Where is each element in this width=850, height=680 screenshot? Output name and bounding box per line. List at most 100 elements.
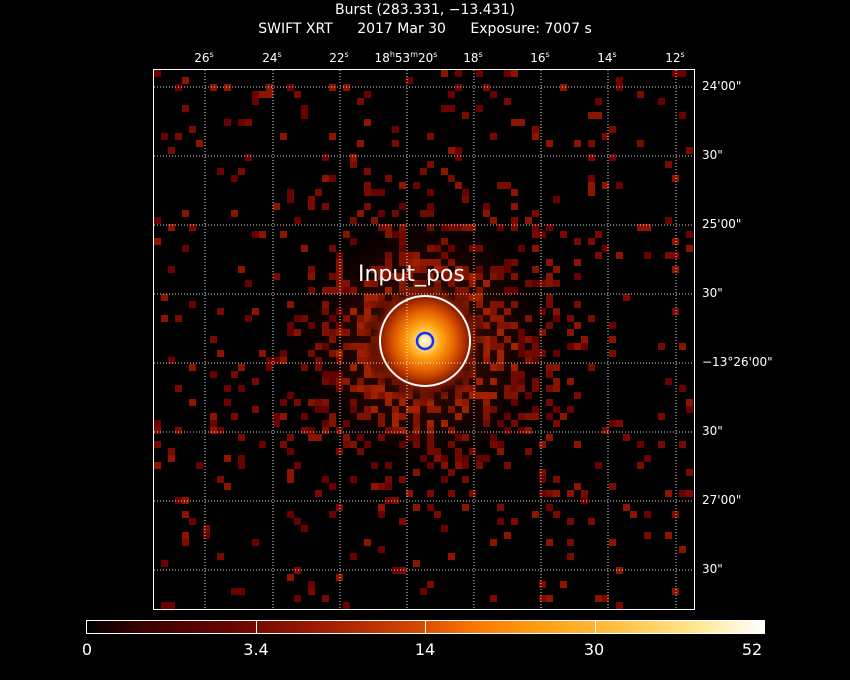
photon-pixel (609, 420, 616, 427)
photon-pixel (679, 112, 686, 119)
photon-pixel (581, 490, 588, 497)
photon-pixel (252, 378, 259, 385)
photon-pixel (287, 476, 294, 483)
photon-pixel (616, 602, 623, 609)
photon-pixel (644, 224, 651, 231)
photon-pixel (546, 504, 553, 511)
photon-pixel (574, 322, 581, 329)
photon-pixel (385, 175, 392, 182)
photon-pixel (602, 133, 609, 140)
photon-pixel (168, 266, 175, 273)
photon-pixel (154, 420, 161, 427)
photon-pixel (259, 91, 266, 98)
photon-pixel (567, 378, 574, 385)
photon-pixel (623, 434, 630, 441)
photon-pixel (427, 581, 434, 588)
photon-pixel (553, 476, 560, 483)
photon-pixel (161, 133, 168, 140)
photon-pixel (497, 182, 504, 189)
photon-pixel (252, 539, 259, 546)
photon-pixel (399, 567, 406, 574)
dec-tick-label: −13°26'00" (702, 355, 773, 369)
photon-pixel (518, 119, 525, 126)
dec-tick-label: 30" (702, 424, 723, 438)
photon-pixel (210, 427, 217, 434)
photon-pixel (686, 399, 693, 406)
photon-pixel (217, 476, 224, 483)
photon-pixel (455, 154, 462, 161)
photon-pixel (588, 518, 595, 525)
photon-pixel (224, 483, 231, 490)
photon-pixel (378, 511, 385, 518)
dec-tick-label: 30" (702, 562, 723, 576)
photon-pixel (224, 385, 231, 392)
photon-pixel (294, 518, 301, 525)
photon-pixel (301, 112, 308, 119)
photon-pixel (679, 546, 686, 553)
photon-pixel (364, 539, 371, 546)
photon-pixel (567, 553, 574, 560)
photon-pixel (245, 119, 252, 126)
photon-pixel (217, 350, 224, 357)
photon-pixel (595, 112, 602, 119)
photon-pixel (287, 574, 294, 581)
photon-pixel (546, 140, 553, 147)
colorbar-label: 14 (414, 640, 436, 659)
photon-pixel (329, 511, 336, 518)
photon-pixel (665, 378, 672, 385)
photon-pixel (322, 476, 329, 483)
photon-pixel (574, 238, 581, 245)
photon-pixel (406, 490, 413, 497)
photon-pixel (238, 455, 245, 462)
xrt-image (154, 70, 694, 609)
photon-pixel (413, 504, 420, 511)
photon-pixel (616, 420, 623, 427)
colorbar-tick (425, 621, 426, 633)
photon-pixel (231, 371, 238, 378)
photon-pixel (182, 532, 189, 539)
photon-pixel (546, 434, 553, 441)
photon-pixel (588, 154, 595, 161)
photon-pixel (574, 140, 581, 147)
photon-pixel (175, 385, 182, 392)
photon-pixel (609, 126, 616, 133)
photon-pixel (581, 343, 588, 350)
photon-pixel (182, 539, 189, 546)
photon-pixel (224, 119, 231, 126)
ra-tick-label: 22s (329, 50, 349, 65)
photon-pixel (609, 336, 616, 343)
photon-pixel (238, 364, 245, 371)
photon-pixel (231, 588, 238, 595)
photon-pixel (588, 315, 595, 322)
photon-pixel (588, 182, 595, 189)
photon-pixel (238, 119, 245, 126)
photon-pixel (490, 91, 497, 98)
photon-pixel (588, 364, 595, 371)
photon-pixel (154, 441, 161, 448)
photon-pixel (560, 581, 567, 588)
photon-pixel (231, 413, 238, 420)
photon-pixel (637, 441, 644, 448)
photon-pixel (448, 91, 455, 98)
photon-pixel (224, 84, 231, 91)
photon-pixel (189, 364, 196, 371)
photon-pixel (399, 518, 406, 525)
photon-pixel (511, 217, 518, 224)
photon-pixel (294, 217, 301, 224)
photon-pixel (392, 497, 399, 504)
photon-pixel (574, 259, 581, 266)
photon-pixel (679, 441, 686, 448)
photon-pixel (679, 385, 686, 392)
photon-pixel (497, 518, 504, 525)
photon-pixel (616, 182, 623, 189)
photon-pixel (567, 539, 574, 546)
photon-pixel (322, 154, 329, 161)
colorbar-tick (595, 621, 596, 633)
photon-pixel (364, 91, 371, 98)
photon-pixel (602, 245, 609, 252)
exposure-label: Exposure: 7007 s (470, 21, 592, 37)
photon-pixel (532, 231, 539, 238)
photon-pixel (560, 413, 567, 420)
photon-pixel (308, 203, 315, 210)
photon-pixel (672, 252, 679, 259)
